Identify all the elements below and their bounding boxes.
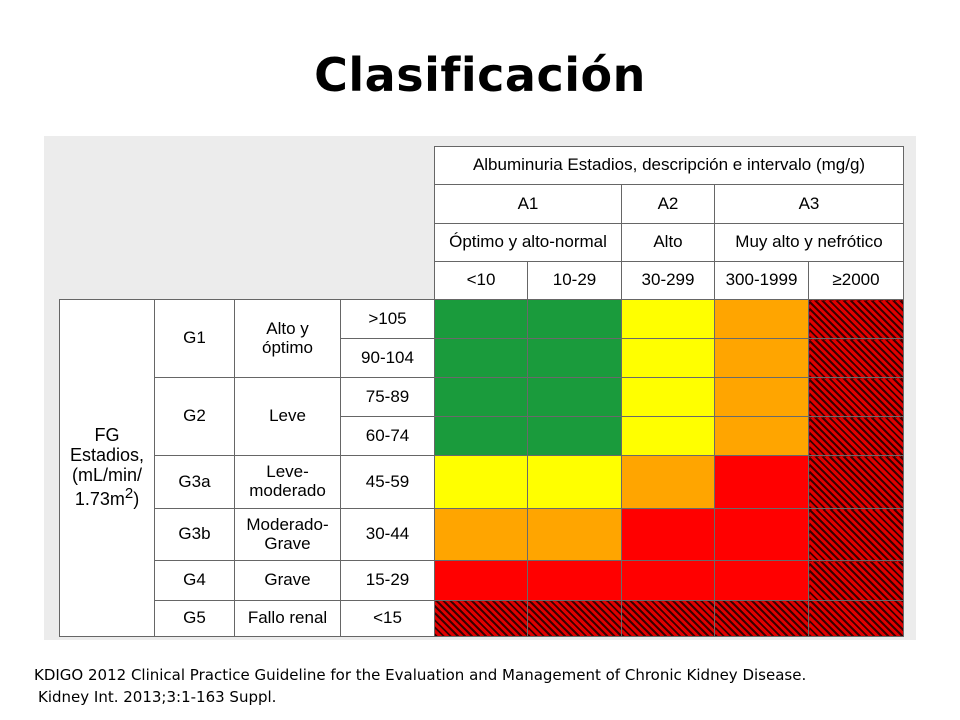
risk-cell [434,560,528,601]
risk-cell [621,560,715,601]
risk-cell [621,455,715,509]
risk-cell [621,416,715,456]
gfr-range: 30-44 [340,508,435,561]
stage-a1-description: Óptimo y alto-normal [434,223,622,262]
risk-cell [621,600,715,637]
risk-cell [808,600,904,637]
risk-cell [527,338,622,378]
range-header: 30-299 [621,261,715,300]
gfr-range: 15-29 [340,560,435,601]
risk-cell [714,338,809,378]
risk-cell [714,455,809,509]
risk-cell [434,299,528,339]
risk-cell [434,508,528,561]
risk-cell [808,560,904,601]
citation-line-1: KDIGO 2012 Clinical Practice Guideline f… [34,666,807,684]
risk-cell [434,455,528,509]
risk-cell [527,299,622,339]
risk-cell [714,508,809,561]
risk-cell [527,455,622,509]
risk-cell [808,416,904,456]
slide-title: Clasificación [314,48,646,102]
gfr-label-line: (mL/min/ [71,465,142,485]
gfr-range: >105 [340,299,435,339]
gfr-label-line: Estadios, [69,445,145,466]
stage-a1-header: A1 [434,184,622,224]
risk-cell [808,299,904,339]
risk-cell [434,377,528,417]
gfr-range: <15 [340,600,435,637]
risk-cell [808,338,904,378]
range-header: ≥2000 [808,261,904,300]
stage-a2-header: A2 [621,184,715,224]
gfr-range: 75-89 [340,377,435,417]
gfr-stage-g3a: G3a [154,455,235,509]
gfr-stages-label: FG Estadios, (mL/min/ 1.73m2) [59,299,155,637]
range-header: 300-1999 [714,261,809,300]
citation: KDIGO 2012 Clinical Practice Guideline f… [34,664,934,708]
albuminuria-header: Albuminuria Estadios, descripción e inte… [434,146,904,185]
risk-cell [714,299,809,339]
gfr-label-line: 1.73m [74,488,125,509]
gfr-desc-g4: Grave [234,560,341,601]
risk-cell [434,416,528,456]
gfr-desc-g1: Alto y óptimo [234,299,341,378]
risk-cell [434,338,528,378]
risk-cell [621,508,715,561]
gfr-stage-g1: G1 [154,299,235,378]
stage-a2-description: Alto [621,223,715,262]
risk-cell [527,560,622,601]
range-header: <10 [434,261,528,300]
range-header: 10-29 [527,261,622,300]
gfr-desc-g5: Fallo renal [234,600,341,637]
gfr-range: 90-104 [340,338,435,378]
risk-cell [434,600,528,637]
risk-cell [621,299,715,339]
risk-cell [527,508,622,561]
gfr-desc-g2: Leve [234,377,341,456]
risk-cell [714,560,809,601]
gfr-desc-g3a: Leve-moderado [234,455,341,509]
risk-cell [808,508,904,561]
gfr-stage-g4: G4 [154,560,235,601]
gfr-label-line: FG [94,425,120,446]
gfr-stage-g5: G5 [154,600,235,637]
stage-a3-header: A3 [714,184,904,224]
risk-cell [527,416,622,456]
risk-cell [527,600,622,637]
risk-cell [808,455,904,509]
risk-cell [621,377,715,417]
gfr-label-line: ) [133,488,140,509]
risk-cell [714,377,809,417]
risk-cell [527,377,622,417]
gfr-stage-g3b: G3b [154,508,235,561]
citation-line-2: Kidney Int. 2013;3:1-163 Suppl. [38,688,277,706]
kdigo-classification-table: Albuminuria Estadios, descripción e inte… [59,146,904,637]
risk-cell [808,377,904,417]
gfr-range: 60-74 [340,416,435,456]
gfr-range: 45-59 [340,455,435,509]
stage-a3-description: Muy alto y nefrótico [714,223,904,262]
risk-cell [714,600,809,637]
gfr-desc-g3b: Moderado- Grave [234,508,341,561]
risk-cell [714,416,809,456]
gfr-stage-g2: G2 [154,377,235,456]
risk-cell [621,338,715,378]
gfr-label-superscript: 2 [124,484,134,502]
